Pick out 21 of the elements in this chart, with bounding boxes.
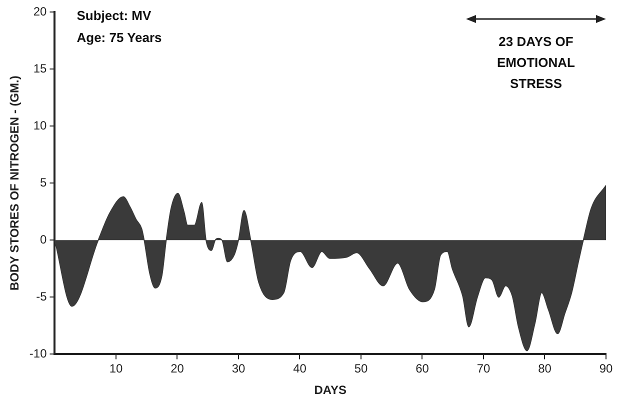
- y-tick-label: -5: [36, 289, 48, 304]
- x-tick-label: 80: [538, 362, 552, 376]
- x-tick-label: 40: [293, 362, 307, 376]
- annotation: Age: 75 Years: [76, 30, 162, 45]
- y-tick-label: 5: [40, 175, 48, 190]
- y-tick-label: 15: [33, 61, 48, 76]
- x-tick-label: 70: [476, 362, 490, 376]
- y-tick-label: -10: [29, 346, 48, 361]
- annotation: 23 DAYS OF EMOTIONAL STRESS: [497, 34, 576, 91]
- x-tick-label: 30: [232, 362, 246, 376]
- x-tick-label: 90: [599, 362, 613, 376]
- y-axis-title: BODY STORES OF NITROGEN - (GM.): [8, 76, 22, 291]
- x-axis-title: DAYS: [314, 383, 346, 398]
- x-tick-label: 10: [109, 362, 123, 376]
- y-tick-label: 0: [40, 232, 48, 246]
- y-tick-label: 10: [33, 118, 48, 132]
- x-tick-label: 50: [354, 362, 368, 376]
- y-tick-label: 20: [33, 4, 48, 18]
- annotation: Subject: MV: [76, 8, 152, 23]
- x-tick-label: 20: [170, 362, 184, 376]
- x-tick-label: 60: [416, 362, 430, 376]
